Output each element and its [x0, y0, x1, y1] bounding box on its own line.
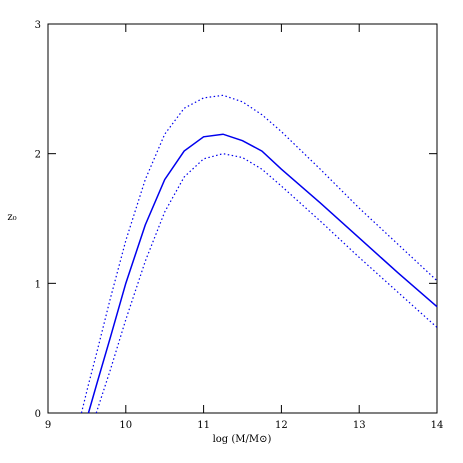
y-tick-label: 3 — [35, 20, 41, 31]
x-tick-label: 9 — [45, 420, 51, 431]
x-tick-label: 14 — [431, 420, 444, 431]
x-tick-label: 13 — [353, 420, 366, 431]
x-tick-label: 12 — [275, 420, 288, 431]
x-tick-label: 10 — [119, 420, 132, 431]
y-tick-label: 1 — [35, 279, 41, 290]
x-tick-label: 11 — [197, 420, 210, 431]
y-tick-label: 2 — [35, 150, 41, 161]
y-tick-label: 0 — [35, 409, 41, 420]
series-line — [87, 133, 438, 414]
y-axis-label: z₀ — [7, 212, 16, 223]
x-axis-label: log (M/M⊙) — [213, 434, 272, 445]
series-line — [95, 153, 438, 414]
plot-frame — [47, 23, 438, 414]
